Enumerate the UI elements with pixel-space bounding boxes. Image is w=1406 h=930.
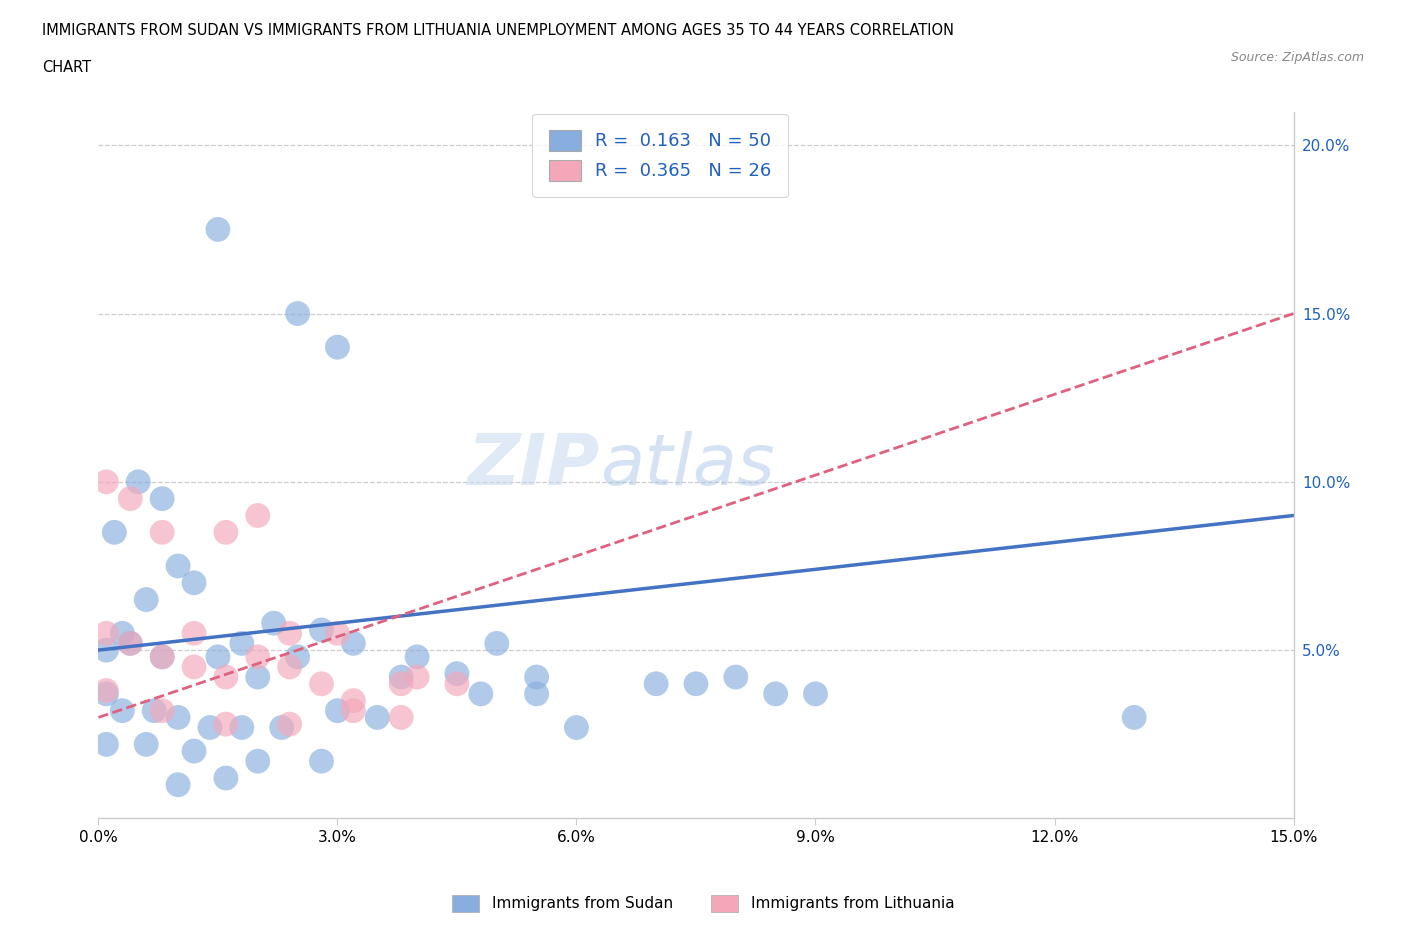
Point	[804, 686, 827, 701]
Point	[96, 683, 118, 698]
Point	[278, 626, 301, 641]
Point	[183, 626, 205, 641]
Text: Source: ZipAtlas.com: Source: ZipAtlas.com	[1230, 51, 1364, 64]
Point	[685, 676, 707, 691]
Point	[311, 676, 333, 691]
Point	[183, 576, 205, 591]
Point	[120, 491, 142, 506]
Point	[150, 525, 173, 539]
Legend: Immigrants from Sudan, Immigrants from Lithuania: Immigrants from Sudan, Immigrants from L…	[446, 889, 960, 918]
Point	[111, 626, 134, 641]
Text: IMMIGRANTS FROM SUDAN VS IMMIGRANTS FROM LITHUANIA UNEMPLOYMENT AMONG AGES 35 TO: IMMIGRANTS FROM SUDAN VS IMMIGRANTS FROM…	[42, 23, 955, 38]
Point	[120, 636, 142, 651]
Legend: R =  0.163   N = 50, R =  0.365   N = 26: R = 0.163 N = 50, R = 0.365 N = 26	[533, 113, 787, 197]
Point	[183, 744, 205, 759]
Point	[96, 737, 118, 751]
Point	[342, 636, 364, 651]
Point	[167, 710, 190, 724]
Point	[446, 676, 468, 691]
Point	[565, 720, 588, 735]
Point	[246, 670, 269, 684]
Point	[198, 720, 221, 735]
Point	[103, 525, 125, 539]
Point	[406, 670, 429, 684]
Point	[150, 649, 173, 664]
Point	[470, 686, 492, 701]
Point	[263, 616, 285, 631]
Point	[96, 686, 118, 701]
Point	[526, 686, 548, 701]
Text: atlas: atlas	[600, 431, 775, 499]
Point	[96, 643, 118, 658]
Point	[246, 649, 269, 664]
Point	[270, 720, 292, 735]
Point	[150, 491, 173, 506]
Point	[765, 686, 787, 701]
Point	[246, 508, 269, 523]
Point	[150, 703, 173, 718]
Point	[446, 666, 468, 681]
Point	[342, 693, 364, 708]
Point	[231, 720, 253, 735]
Point	[389, 710, 412, 724]
Point	[724, 670, 747, 684]
Point	[207, 222, 229, 237]
Point	[311, 622, 333, 637]
Point	[287, 649, 309, 664]
Point	[215, 771, 238, 786]
Point	[150, 649, 173, 664]
Point	[326, 339, 349, 354]
Point	[326, 703, 349, 718]
Point	[183, 659, 205, 674]
Point	[287, 306, 309, 321]
Point	[406, 649, 429, 664]
Point	[207, 649, 229, 664]
Point	[143, 703, 166, 718]
Point	[1123, 710, 1146, 724]
Point	[366, 710, 388, 724]
Point	[645, 676, 668, 691]
Point	[127, 474, 149, 489]
Point	[485, 636, 508, 651]
Point	[311, 753, 333, 768]
Point	[111, 703, 134, 718]
Point	[135, 592, 157, 607]
Point	[120, 636, 142, 651]
Point	[96, 626, 118, 641]
Point	[342, 703, 364, 718]
Point	[278, 659, 301, 674]
Point	[526, 670, 548, 684]
Point	[389, 670, 412, 684]
Point	[389, 676, 412, 691]
Point	[135, 737, 157, 751]
Text: ZIP: ZIP	[468, 431, 600, 499]
Point	[278, 717, 301, 732]
Text: CHART: CHART	[42, 60, 91, 75]
Point	[215, 525, 238, 539]
Point	[215, 717, 238, 732]
Point	[167, 559, 190, 574]
Point	[326, 626, 349, 641]
Point	[231, 636, 253, 651]
Point	[167, 777, 190, 792]
Point	[246, 753, 269, 768]
Point	[215, 670, 238, 684]
Point	[96, 474, 118, 489]
